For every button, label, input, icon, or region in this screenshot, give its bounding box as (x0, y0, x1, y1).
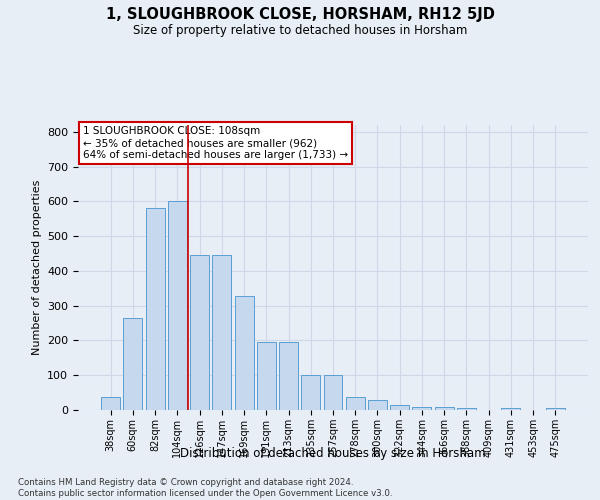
Bar (502, 408, 520, 410)
Bar (390, 405, 409, 410)
Text: Size of property relative to detached houses in Horsham: Size of property relative to detached ho… (133, 24, 467, 37)
Bar (235, 296, 254, 410)
Bar (323, 375, 343, 410)
Text: Contains HM Land Registry data © Crown copyright and database right 2024.
Contai: Contains HM Land Registry data © Crown c… (18, 478, 392, 498)
Bar (368, 400, 387, 410)
Bar (346, 397, 365, 410)
Text: Distribution of detached houses by size in Horsham: Distribution of detached houses by size … (180, 448, 486, 460)
Bar (190, 254, 209, 410)
Bar (124, 318, 142, 410)
Bar (435, 406, 454, 410)
Bar (457, 408, 476, 410)
Bar (412, 406, 431, 410)
Bar (146, 208, 164, 410)
Bar (257, 342, 276, 410)
Text: 1, SLOUGHBROOK CLOSE, HORSHAM, RH12 5JD: 1, SLOUGHBROOK CLOSE, HORSHAM, RH12 5JD (106, 8, 494, 22)
Bar (212, 254, 231, 410)
Y-axis label: Number of detached properties: Number of detached properties (32, 180, 41, 355)
Text: 1 SLOUGHBROOK CLOSE: 108sqm
← 35% of detached houses are smaller (962)
64% of se: 1 SLOUGHBROOK CLOSE: 108sqm ← 35% of det… (83, 126, 348, 160)
Bar (168, 202, 187, 410)
Bar (101, 397, 120, 410)
Bar (279, 342, 298, 410)
Bar (546, 408, 565, 410)
Bar (301, 375, 320, 410)
